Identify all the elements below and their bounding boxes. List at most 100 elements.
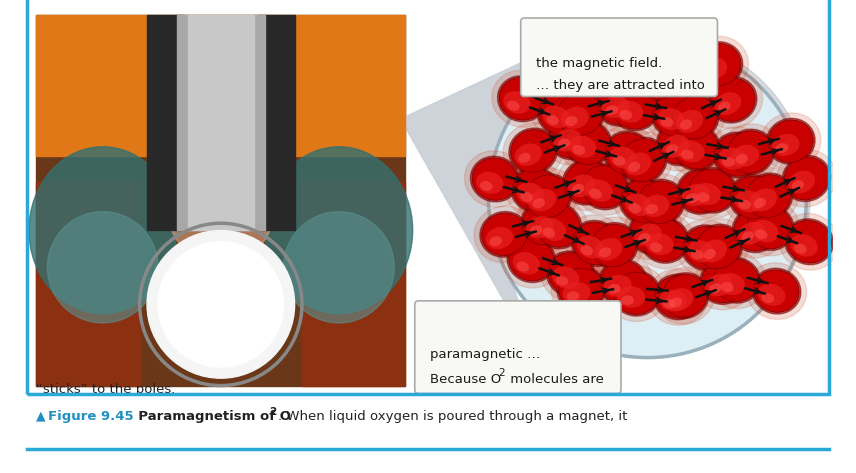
Ellipse shape <box>265 147 413 314</box>
Ellipse shape <box>589 223 638 269</box>
Ellipse shape <box>634 224 662 246</box>
Ellipse shape <box>705 274 733 296</box>
Ellipse shape <box>520 201 569 246</box>
Ellipse shape <box>788 171 815 193</box>
Ellipse shape <box>687 240 715 263</box>
Ellipse shape <box>520 192 533 202</box>
Ellipse shape <box>543 66 570 88</box>
Polygon shape <box>401 56 536 358</box>
Ellipse shape <box>516 262 529 272</box>
Ellipse shape <box>546 75 559 86</box>
Ellipse shape <box>713 132 762 178</box>
Ellipse shape <box>735 154 748 164</box>
Ellipse shape <box>605 105 618 115</box>
Ellipse shape <box>666 288 693 311</box>
Ellipse shape <box>776 150 836 207</box>
Circle shape <box>147 231 294 378</box>
Text: Figure 9.45: Figure 9.45 <box>48 410 134 423</box>
Ellipse shape <box>653 274 702 320</box>
Ellipse shape <box>571 35 632 91</box>
Ellipse shape <box>584 217 644 274</box>
Ellipse shape <box>566 215 626 272</box>
Ellipse shape <box>571 220 620 266</box>
Ellipse shape <box>699 258 748 304</box>
Ellipse shape <box>586 65 599 75</box>
Ellipse shape <box>556 276 568 286</box>
Ellipse shape <box>574 158 634 215</box>
Ellipse shape <box>602 96 629 118</box>
Ellipse shape <box>675 219 736 276</box>
Ellipse shape <box>785 219 834 265</box>
Ellipse shape <box>559 268 604 310</box>
Ellipse shape <box>543 228 556 238</box>
Text: paramagnetic …: paramagnetic … <box>430 348 540 361</box>
Ellipse shape <box>610 85 659 131</box>
Ellipse shape <box>720 124 781 180</box>
Ellipse shape <box>658 64 686 87</box>
Ellipse shape <box>580 164 628 210</box>
Ellipse shape <box>620 110 633 120</box>
Ellipse shape <box>681 149 693 159</box>
Ellipse shape <box>706 252 766 308</box>
Ellipse shape <box>718 102 730 112</box>
Ellipse shape <box>533 203 582 249</box>
Ellipse shape <box>505 162 566 218</box>
Ellipse shape <box>516 183 544 205</box>
Ellipse shape <box>794 244 806 254</box>
Ellipse shape <box>726 129 775 175</box>
Circle shape <box>489 40 806 358</box>
Ellipse shape <box>661 117 674 127</box>
Ellipse shape <box>540 245 601 302</box>
Polygon shape <box>36 15 405 156</box>
Ellipse shape <box>581 166 627 208</box>
Polygon shape <box>191 134 250 230</box>
Ellipse shape <box>605 133 651 175</box>
Ellipse shape <box>537 51 586 96</box>
Ellipse shape <box>580 245 593 255</box>
Ellipse shape <box>672 96 717 139</box>
Ellipse shape <box>676 110 704 133</box>
Ellipse shape <box>577 40 626 86</box>
Ellipse shape <box>738 200 751 210</box>
Ellipse shape <box>754 270 800 312</box>
Ellipse shape <box>619 137 667 183</box>
Ellipse shape <box>658 121 703 164</box>
Ellipse shape <box>680 119 693 130</box>
Ellipse shape <box>614 173 674 229</box>
Ellipse shape <box>645 204 658 214</box>
Ellipse shape <box>550 86 610 142</box>
Ellipse shape <box>485 227 514 249</box>
Ellipse shape <box>694 224 743 270</box>
Ellipse shape <box>689 169 734 211</box>
Ellipse shape <box>728 175 778 220</box>
Ellipse shape <box>598 259 647 305</box>
Ellipse shape <box>663 299 675 309</box>
Ellipse shape <box>628 208 677 254</box>
Ellipse shape <box>703 71 763 129</box>
Ellipse shape <box>666 144 678 155</box>
Bar <box>187 15 254 230</box>
Ellipse shape <box>630 210 675 253</box>
Ellipse shape <box>638 181 683 223</box>
Ellipse shape <box>573 222 618 265</box>
Ellipse shape <box>603 131 652 177</box>
Ellipse shape <box>627 50 687 106</box>
Ellipse shape <box>552 266 580 289</box>
Ellipse shape <box>565 116 578 126</box>
Ellipse shape <box>633 55 682 101</box>
Ellipse shape <box>619 178 668 224</box>
Ellipse shape <box>564 161 609 203</box>
Ellipse shape <box>529 189 556 211</box>
Ellipse shape <box>503 91 531 114</box>
Ellipse shape <box>704 66 716 76</box>
Ellipse shape <box>671 125 721 170</box>
Text: … they are attracted into: … they are attracted into <box>536 79 704 92</box>
Ellipse shape <box>511 130 556 172</box>
Ellipse shape <box>681 225 730 271</box>
Ellipse shape <box>517 168 578 225</box>
Ellipse shape <box>718 148 746 170</box>
Ellipse shape <box>634 212 695 269</box>
Ellipse shape <box>693 253 754 310</box>
Ellipse shape <box>591 224 636 267</box>
Ellipse shape <box>590 75 651 131</box>
